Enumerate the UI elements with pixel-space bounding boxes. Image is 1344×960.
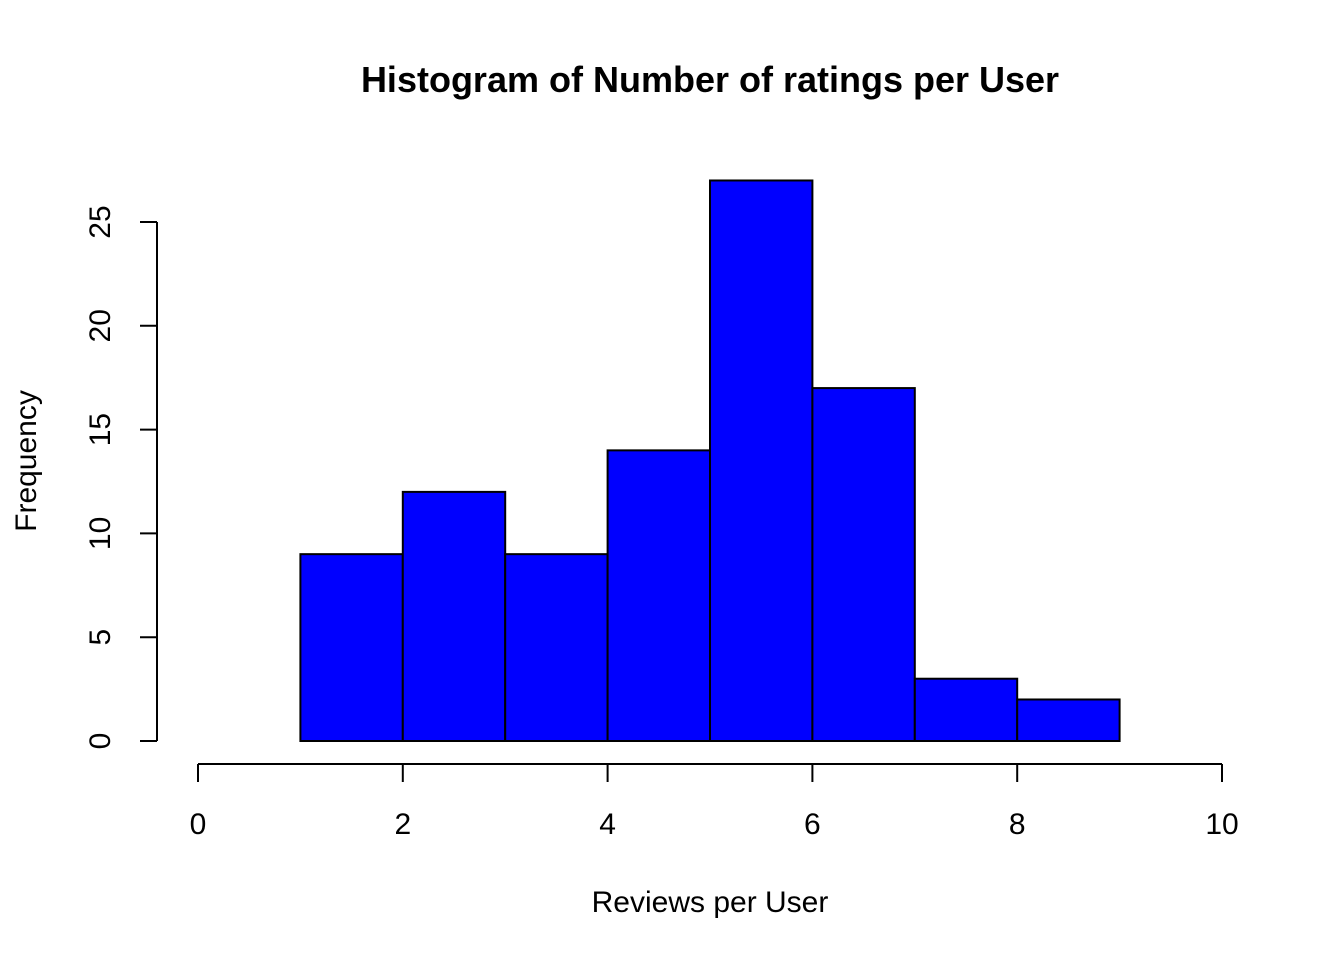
- histogram-bar-8: [1016, 698, 1121, 742]
- histogram-bar-5: [709, 179, 814, 743]
- histogram-bar-7: [913, 677, 1019, 742]
- histogram-bar-6: [811, 387, 916, 742]
- x-axis: 0 2 4 6 8 10: [190, 763, 1239, 841]
- chart-title: Histogram of Number of ratings per User: [361, 59, 1059, 100]
- y-axis-label: Frequency: [10, 390, 43, 532]
- y-tick-label: 20: [84, 309, 117, 342]
- histogram-bar-1: [299, 553, 404, 742]
- histogram-bar-2: [401, 490, 507, 742]
- y-axis: 0 5 10 15 20 25: [84, 205, 158, 750]
- histogram-bar-3: [504, 553, 609, 742]
- x-tick-label: 6: [804, 808, 821, 841]
- y-tick-label: 15: [84, 413, 117, 446]
- histogram-bar-4: [606, 449, 711, 742]
- x-axis-label: Reviews per User: [592, 886, 829, 919]
- y-tick-label: 5: [84, 629, 117, 646]
- y-tick-label: 10: [84, 517, 117, 550]
- bars-group: [299, 179, 1121, 743]
- x-tick-label: 10: [1205, 808, 1238, 841]
- x-tick-label: 4: [599, 808, 616, 841]
- x-tick-label: 8: [1009, 808, 1026, 841]
- x-tick-label: 0: [190, 808, 207, 841]
- y-tick-label: 0: [84, 733, 117, 750]
- x-tick-label: 2: [394, 808, 411, 841]
- y-tick-label: 25: [84, 205, 117, 238]
